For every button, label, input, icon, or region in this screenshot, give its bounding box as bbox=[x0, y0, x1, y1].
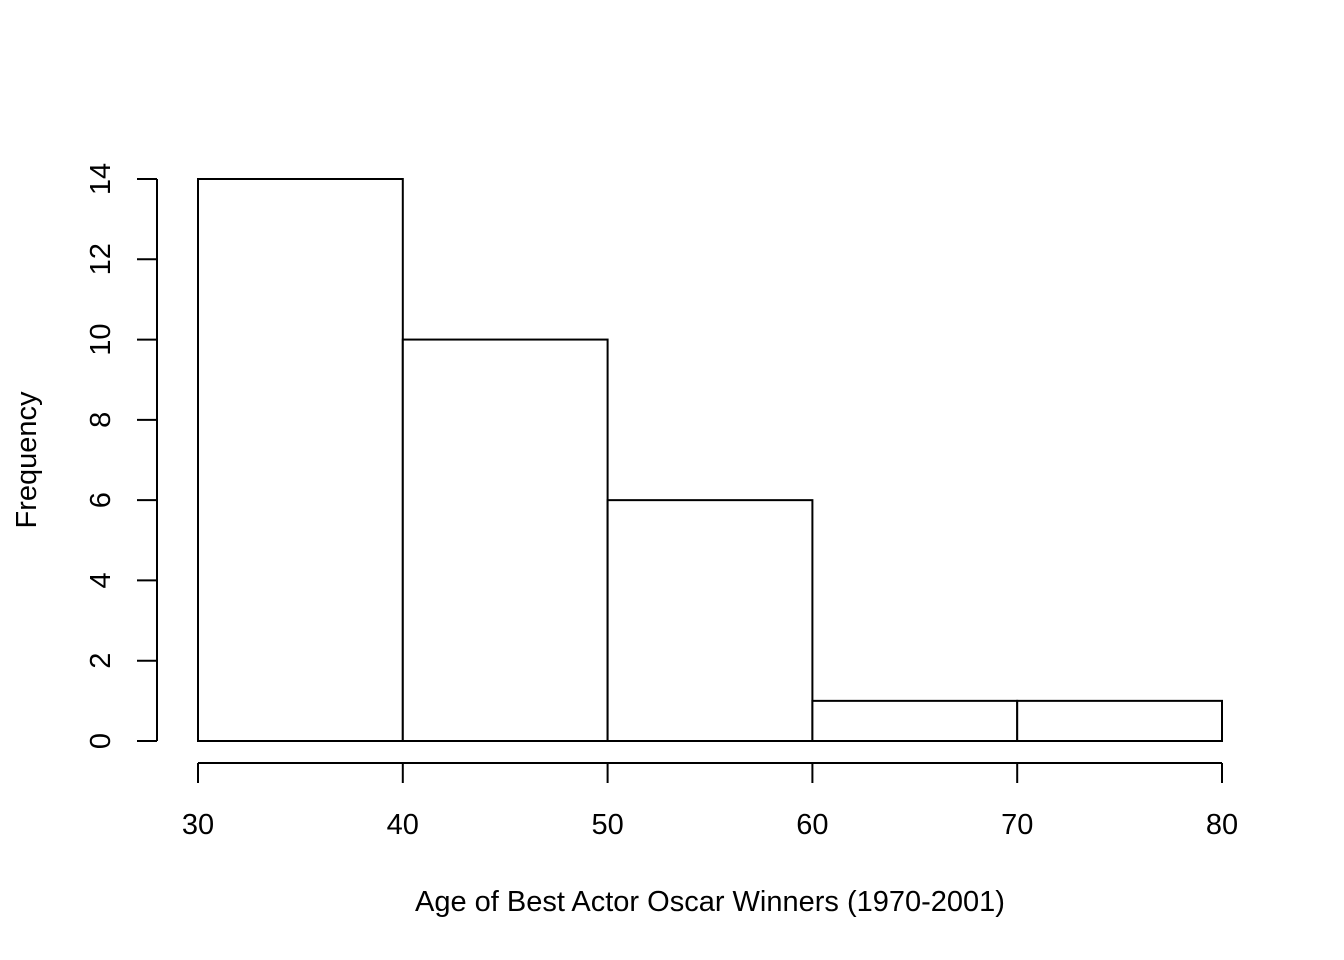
x-tick-label: 80 bbox=[1206, 809, 1238, 841]
y-tick-label: 10 bbox=[85, 323, 117, 355]
histogram-bar bbox=[606, 499, 814, 742]
y-tick-label: 2 bbox=[85, 653, 117, 669]
histogram-bar bbox=[197, 178, 404, 742]
y-tick-label: 14 bbox=[85, 163, 117, 195]
y-tick-label: 0 bbox=[85, 733, 117, 749]
x-axis-label: Age of Best Actor Oscar Winners (1970-20… bbox=[415, 886, 1005, 918]
y-axis: 0 2 4 6 8 10 12 14 bbox=[85, 163, 158, 749]
y-tick-label: 8 bbox=[85, 412, 117, 428]
x-tick-label: 70 bbox=[1001, 809, 1033, 841]
y-tick-label: 4 bbox=[85, 572, 117, 588]
x-tick-label: 50 bbox=[591, 809, 623, 841]
y-tick-label: 12 bbox=[85, 243, 117, 275]
histogram-bar bbox=[401, 338, 609, 742]
histogram-bar bbox=[1016, 699, 1224, 742]
x-tick-label: 60 bbox=[796, 809, 828, 841]
histogram-bars bbox=[197, 178, 1224, 742]
x-tick-label: 40 bbox=[387, 809, 419, 841]
y-axis-label: Frequency bbox=[11, 391, 43, 529]
histogram-bar bbox=[811, 699, 1019, 742]
x-axis: 30 40 50 60 70 80 bbox=[182, 762, 1238, 841]
x-tick-label: 30 bbox=[182, 809, 214, 841]
y-tick-label: 6 bbox=[85, 492, 117, 508]
